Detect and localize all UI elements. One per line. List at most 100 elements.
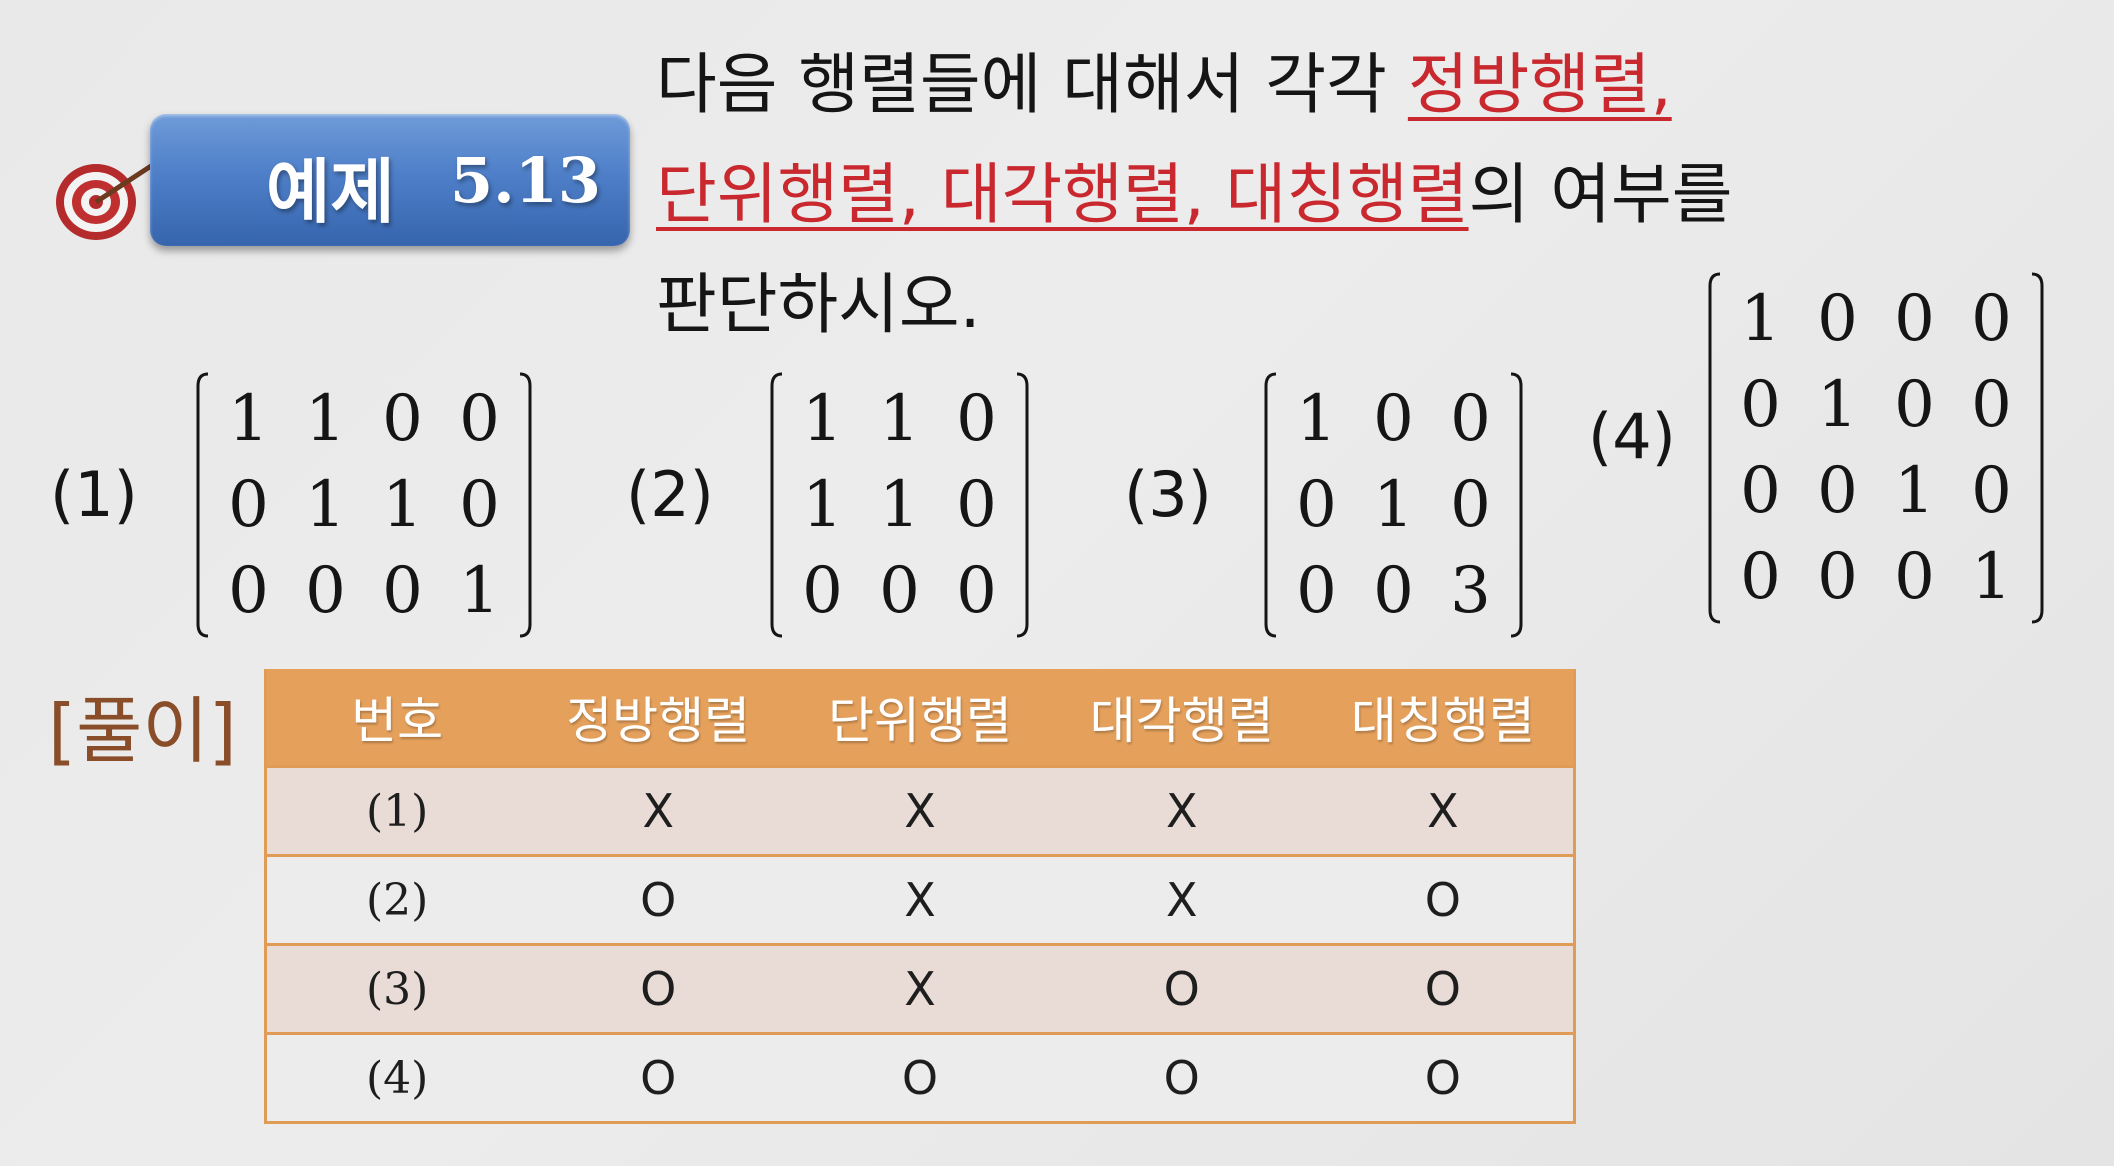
matrix-entry: 0 xyxy=(879,554,920,628)
problem-label: (3) xyxy=(1124,458,1212,531)
answer-cell: O xyxy=(527,943,790,1034)
matrix-entry: 1 xyxy=(1817,368,1858,442)
matrix-entry: 0 xyxy=(228,554,269,628)
answer-cell: O xyxy=(1050,943,1313,1034)
answer-cell: X xyxy=(789,943,1051,1034)
matrix-entry: 0 xyxy=(382,382,423,456)
column-header: 번호 xyxy=(265,669,528,767)
matrix-entry: 1 xyxy=(1373,468,1414,542)
matrix-entry: 0 xyxy=(459,382,500,456)
statement-text: 다음 행렬들에 대해서 각각 xyxy=(656,46,1408,123)
answer-cell: X xyxy=(789,765,1051,856)
statement-line-3: 판단하시오. xyxy=(656,250,2076,360)
matrix-entry: 1 xyxy=(305,468,346,542)
answer-cell: X xyxy=(1050,854,1313,945)
statement-highlight: 정방행렬, xyxy=(1407,46,1672,123)
matrix-entry: 0 xyxy=(1450,382,1491,456)
row-number-cell: (4) xyxy=(265,1032,528,1123)
matrix-entry: 0 xyxy=(1971,282,2012,356)
matrix-entry: 1 xyxy=(1740,282,1781,356)
matrix-entry: 1 xyxy=(802,382,843,456)
table-row: (2) O X X O xyxy=(265,854,1575,945)
right-bracket xyxy=(1510,372,1523,638)
row-number-cell: (2) xyxy=(265,854,528,945)
row-number-cell: (1) xyxy=(265,765,528,856)
example-badge-box: 예제 5.13 xyxy=(150,114,630,246)
answer-cell: X xyxy=(1050,765,1313,856)
matrix-entry: 1 xyxy=(305,382,346,456)
problem-statement: 다음 행렬들에 대해서 각각 정방행렬, 단위행렬, 대각행렬, 대칭행렬의 여… xyxy=(656,30,2076,360)
matrix-entry: 0 xyxy=(1373,554,1414,628)
statement-text: 판단하시오. xyxy=(656,266,981,343)
matrix-entry: 1 xyxy=(459,554,500,628)
row-number-cell: (3) xyxy=(265,943,528,1034)
matrix-entry: 0 xyxy=(956,382,997,456)
answer-cell: O xyxy=(1050,1032,1313,1123)
matrix-entry: 0 xyxy=(956,468,997,542)
statement-text: 의 여부를 xyxy=(1468,156,1733,233)
matrix-entry: 3 xyxy=(1450,554,1491,628)
matrix-brackets xyxy=(1264,372,1523,638)
matrix-entry: 0 xyxy=(1817,540,1858,614)
statement-line-2: 단위행렬, 대각행렬, 대칭행렬의 여부를 xyxy=(656,140,2076,250)
right-bracket xyxy=(519,372,532,638)
statement-highlight: 단위행렬, 대각행렬, 대칭행렬 xyxy=(656,156,1469,233)
column-header: 정방행렬 xyxy=(527,669,790,767)
table-row: (4) O O O O xyxy=(265,1032,1575,1123)
matrix-entry: 1 xyxy=(228,382,269,456)
matrix-entry: 0 xyxy=(1740,540,1781,614)
solution-table: 번호 정방행렬 단위행렬 대각행렬 대칭행렬 (1) X X X X (2) O X X O (3) O X O O… xyxy=(264,669,1576,1124)
statement-line-1: 다음 행렬들에 대해서 각각 정방행렬, xyxy=(656,30,2076,140)
matrix-entry: 1 xyxy=(1894,454,1935,528)
matrix-entry: 0 xyxy=(1894,540,1935,614)
target-icon xyxy=(56,163,150,240)
matrix-entry: 0 xyxy=(1373,382,1414,456)
matrix-entry: 1 xyxy=(1296,382,1337,456)
example-badge: 예제 5.13 xyxy=(50,106,640,246)
column-header: 대각행렬 xyxy=(1050,669,1313,767)
table-header-row: 번호 정방행렬 단위행렬 대각행렬 대칭행렬 xyxy=(265,669,1575,767)
answer-cell: O xyxy=(1312,1032,1575,1123)
matrix-entry: 0 xyxy=(802,554,843,628)
left-bracket xyxy=(1264,372,1277,638)
matrix-brackets xyxy=(1708,272,2044,624)
problem-label: (1) xyxy=(50,458,138,531)
matrix-entry: 0 xyxy=(382,554,423,628)
matrix-entry: 1 xyxy=(1971,540,2012,614)
matrix-entry: 0 xyxy=(1894,368,1935,442)
column-header: 대칭행렬 xyxy=(1312,669,1575,767)
answer-cell: X xyxy=(1312,765,1575,856)
answer-cell: O xyxy=(1312,854,1575,945)
answer-cell: X xyxy=(789,854,1051,945)
matrix-entry: 0 xyxy=(1971,368,2012,442)
left-bracket xyxy=(770,372,783,638)
example-number: 5.13 xyxy=(450,144,602,217)
matrix-entry: 0 xyxy=(1296,554,1337,628)
matrix-entry: 0 xyxy=(956,554,997,628)
right-bracket xyxy=(1016,372,1029,638)
column-header: 단위행렬 xyxy=(789,669,1051,767)
matrix-entry: 0 xyxy=(1971,454,2012,528)
answer-cell: O xyxy=(527,1032,790,1123)
table-row: (3) O X O O xyxy=(265,943,1575,1034)
matrix-entry: 0 xyxy=(1894,282,1935,356)
right-bracket xyxy=(2031,272,2044,624)
matrix-brackets xyxy=(770,372,1029,638)
answer-cell: O xyxy=(789,1032,1051,1123)
left-bracket xyxy=(196,372,209,638)
matrix-entry: 0 xyxy=(1817,454,1858,528)
table-row: (1) X X X X xyxy=(265,765,1575,856)
problem-label: (4) xyxy=(1588,400,1676,473)
matrix-entry: 0 xyxy=(305,554,346,628)
matrix-entry: 0 xyxy=(1740,454,1781,528)
problem-label: (2) xyxy=(626,458,714,531)
